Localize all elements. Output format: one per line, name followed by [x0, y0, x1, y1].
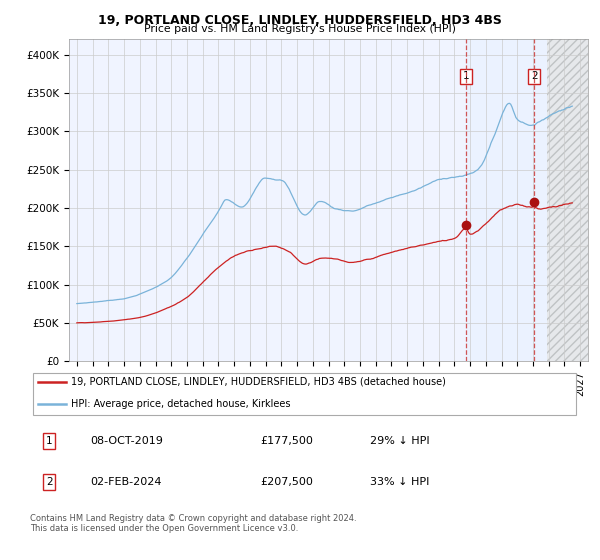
Text: Price paid vs. HM Land Registry's House Price Index (HPI): Price paid vs. HM Land Registry's House … — [144, 24, 456, 34]
Text: 02-FEB-2024: 02-FEB-2024 — [91, 477, 162, 487]
Text: £177,500: £177,500 — [260, 436, 313, 446]
Text: 33% ↓ HPI: 33% ↓ HPI — [370, 477, 430, 487]
Text: 19, PORTLAND CLOSE, LINDLEY, HUDDERSFIELD, HD3 4BS: 19, PORTLAND CLOSE, LINDLEY, HUDDERSFIEL… — [98, 14, 502, 27]
Text: HPI: Average price, detached house, Kirklees: HPI: Average price, detached house, Kirk… — [71, 399, 290, 409]
Text: 2: 2 — [46, 477, 53, 487]
Bar — [547, 39, 588, 361]
FancyBboxPatch shape — [33, 373, 576, 415]
Text: 29% ↓ HPI: 29% ↓ HPI — [370, 436, 430, 446]
Text: 1: 1 — [463, 71, 469, 81]
Text: 19, PORTLAND CLOSE, LINDLEY, HUDDERSFIELD, HD3 4BS (detached house): 19, PORTLAND CLOSE, LINDLEY, HUDDERSFIEL… — [71, 377, 446, 387]
Text: 2: 2 — [531, 71, 538, 81]
Text: 1: 1 — [46, 436, 53, 446]
Bar — [547, 39, 588, 361]
Text: £207,500: £207,500 — [260, 477, 313, 487]
Text: 08-OCT-2019: 08-OCT-2019 — [91, 436, 163, 446]
Text: Contains HM Land Registry data © Crown copyright and database right 2024.
This d: Contains HM Land Registry data © Crown c… — [30, 514, 356, 534]
Bar — [466, 39, 557, 361]
